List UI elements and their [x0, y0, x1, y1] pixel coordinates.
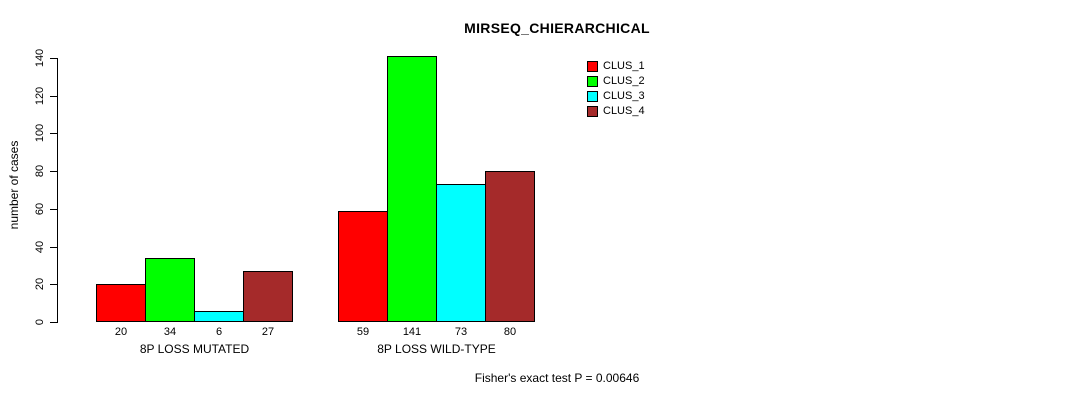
bar-value-label: 80 — [503, 326, 517, 338]
bar-value-label: 73 — [454, 326, 468, 338]
legend-label: CLUS_4 — [603, 105, 645, 117]
legend-label: CLUS_1 — [603, 60, 645, 72]
legend-swatch-clus_3 — [587, 91, 598, 102]
y-tick-label: 60 — [34, 202, 46, 216]
bar-value-label: 34 — [163, 326, 177, 338]
y-tick — [50, 133, 57, 134]
bar-clus_3-group1 — [194, 311, 244, 322]
group-label: 8P LOSS WILD-TYPE — [377, 342, 496, 356]
legend: CLUS_1 CLUS_2 CLUS_3 CLUS_4 — [587, 61, 645, 121]
group-label: 8P LOSS MUTATED — [139, 342, 250, 356]
y-tick-label: 80 — [34, 164, 46, 178]
y-tick — [50, 58, 57, 59]
legend-row: CLUS_3 — [587, 91, 645, 102]
legend-row: CLUS_2 — [587, 76, 645, 87]
bar-clus_2-group2 — [387, 56, 437, 322]
y-tick — [50, 247, 57, 248]
bar-clus_2-group1 — [145, 258, 195, 322]
y-tick-label: 0 — [34, 318, 46, 326]
bar-clus_3-group2 — [436, 184, 486, 322]
bar-clus_1-group1 — [96, 284, 146, 322]
legend-label: CLUS_3 — [603, 90, 645, 102]
y-tick — [50, 284, 57, 285]
bar-value-label: 59 — [356, 326, 370, 338]
bar-value-label: 27 — [261, 326, 275, 338]
legend-row: CLUS_1 — [587, 61, 645, 72]
chart-title: MIRSEQ_CHIERARCHICAL — [464, 20, 650, 36]
legend-swatch-clus_2 — [587, 76, 598, 87]
bar-clus_1-group2 — [338, 211, 388, 322]
y-tick — [50, 322, 57, 323]
y-tick-label: 140 — [34, 48, 46, 68]
bar-clus_4-group2 — [485, 171, 535, 322]
y-tick-label: 40 — [34, 240, 46, 254]
legend-label: CLUS_2 — [603, 75, 645, 87]
bar-value-label: 20 — [114, 326, 128, 338]
footnote-fisher-test: Fisher's exact test P = 0.00646 — [474, 371, 640, 385]
y-tick — [50, 209, 57, 210]
y-tick — [50, 171, 57, 172]
legend-swatch-clus_1 — [587, 61, 598, 72]
y-tick — [50, 96, 57, 97]
y-axis-line — [57, 58, 58, 323]
y-tick-label: 100 — [34, 123, 46, 143]
y-axis-title: number of cases — [7, 140, 21, 230]
legend-row: CLUS_4 — [587, 106, 645, 117]
y-tick-label: 20 — [34, 277, 46, 291]
y-tick-label: 120 — [34, 86, 46, 106]
bar-clus_4-group1 — [243, 271, 293, 322]
bar-value-label: 141 — [402, 326, 422, 338]
bar-value-label: 6 — [215, 326, 223, 338]
legend-swatch-clus_4 — [587, 106, 598, 117]
